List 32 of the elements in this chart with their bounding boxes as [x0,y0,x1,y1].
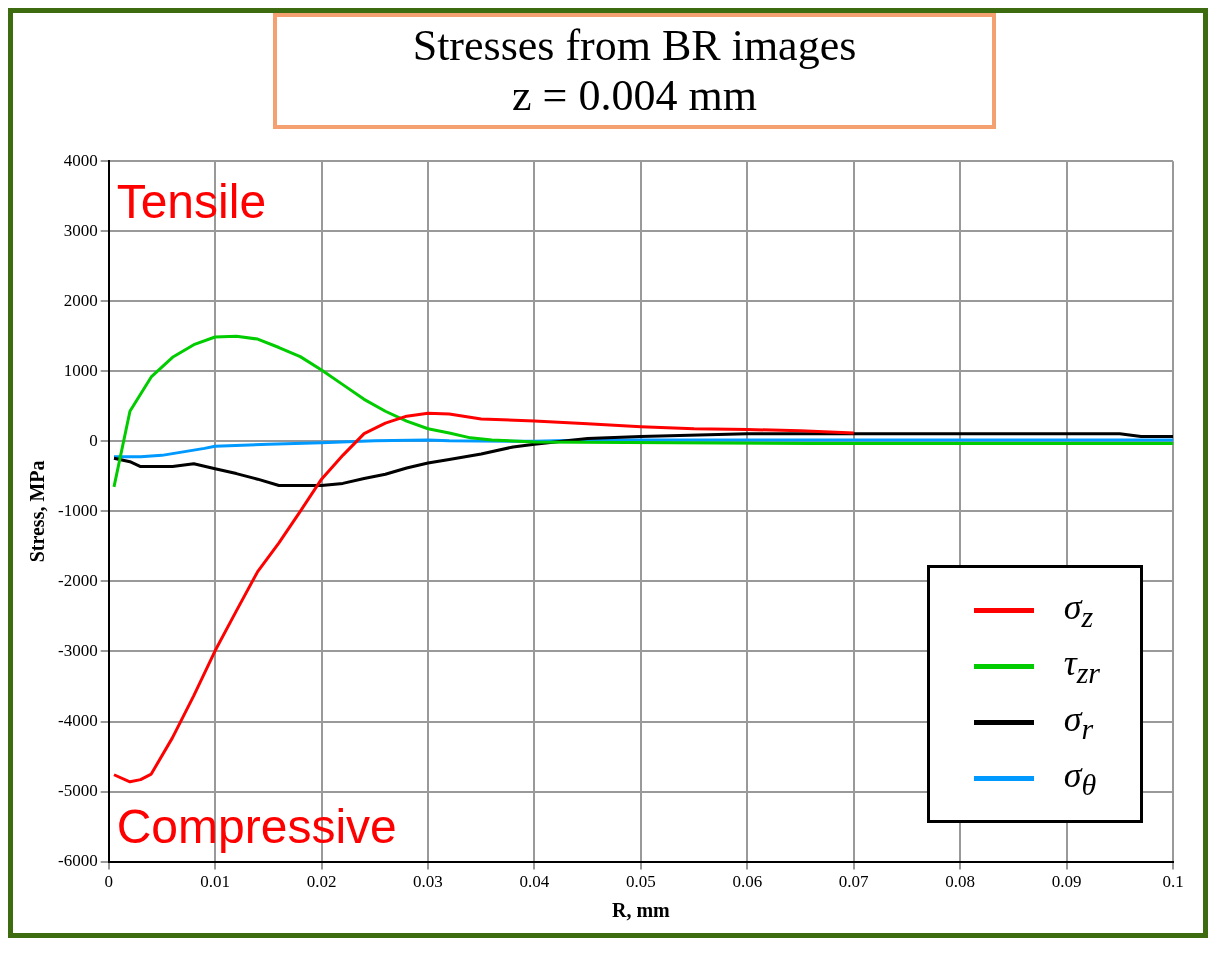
y-tick-label: -2000 [57,570,98,590]
y-tick-label: -6000 [57,851,98,871]
y-tick-label: -4000 [57,710,98,730]
annotation: Compressive [116,799,397,853]
chart-subtitle: z = 0.004 mm [511,71,758,121]
x-tick-label: 0.04 [519,872,550,892]
y-tick-label: -3000 [57,640,98,660]
x-axis-title: R, mm [611,899,671,922]
x-tick-label: 0.02 [306,872,337,892]
x-tick-label: 0.01 [200,872,230,892]
chart-title: Stresses from BR images [411,21,858,71]
x-tick-label: 0.05 [625,872,656,892]
x-tick-label: 0.06 [732,872,763,892]
annotation: Tensile [116,175,267,229]
y-tick-label: -1000 [57,500,98,520]
legend-label: σ$_{r}$ [1063,697,1094,747]
legend-label: σ$_{θ}$ [1063,753,1097,803]
x-tick-label: 0.03 [413,872,443,892]
x-tick-label: 0.07 [838,872,870,892]
y-tick-label: -5000 [57,781,98,801]
y-axis-title: Stress, MPa [26,460,49,563]
y-tick-label: 2000 [63,290,98,310]
y-tick-label: 1000 [63,360,98,380]
legend-label: τ$_{zr}$ [1063,641,1100,691]
x-tick-label: 0.08 [945,872,976,892]
legend-label: σ$_{z}$ [1063,585,1094,635]
x-tick-label: 0 [104,872,113,892]
y-tick-label: 4000 [63,150,98,170]
x-tick-label: 0.1 [1162,872,1184,892]
x-tick-label: 0.09 [1051,872,1082,892]
y-tick-label: 0 [89,430,98,450]
y-tick-label: 3000 [63,220,98,240]
